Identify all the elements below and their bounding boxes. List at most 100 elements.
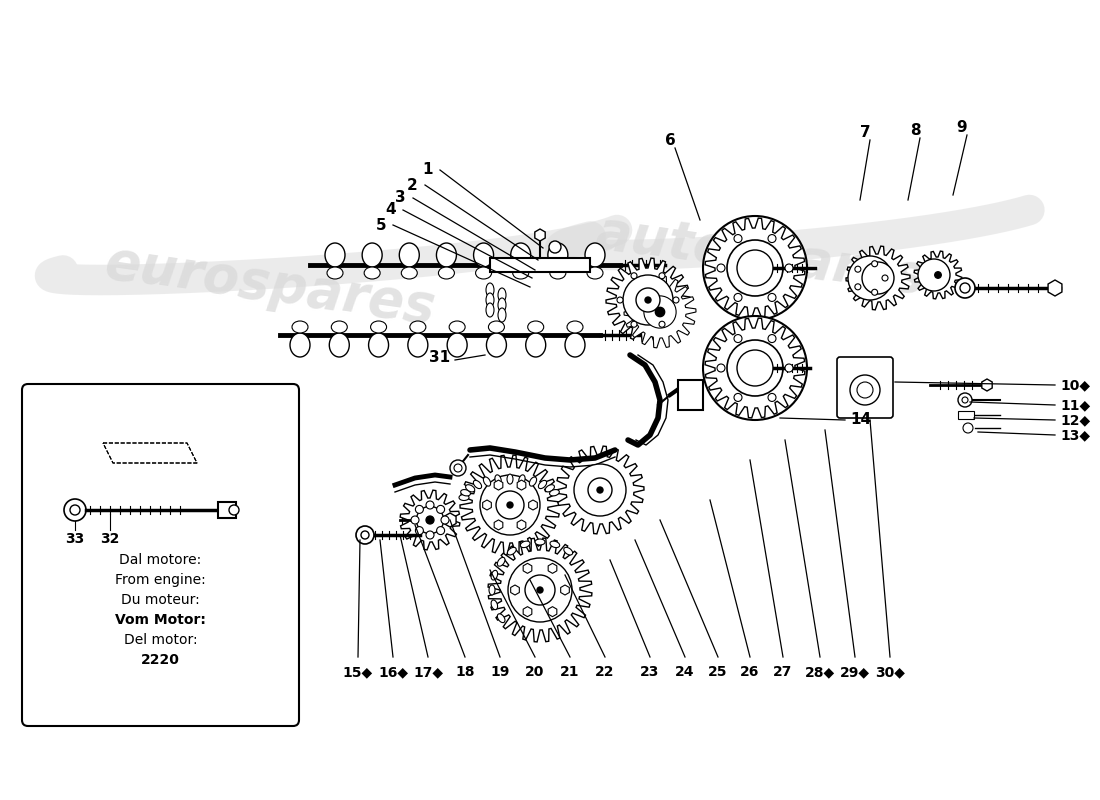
- Circle shape: [537, 587, 543, 593]
- Circle shape: [727, 340, 783, 396]
- Ellipse shape: [459, 494, 469, 501]
- Ellipse shape: [497, 614, 505, 622]
- Circle shape: [727, 240, 783, 296]
- Polygon shape: [606, 258, 690, 342]
- Circle shape: [588, 478, 612, 502]
- Circle shape: [737, 250, 773, 286]
- Ellipse shape: [490, 585, 495, 595]
- Ellipse shape: [437, 243, 456, 267]
- Circle shape: [450, 460, 466, 476]
- Text: 33: 33: [65, 532, 85, 546]
- Circle shape: [631, 273, 637, 278]
- Ellipse shape: [565, 333, 585, 357]
- Ellipse shape: [486, 303, 494, 317]
- Circle shape: [734, 394, 742, 402]
- Ellipse shape: [566, 321, 583, 333]
- Circle shape: [703, 316, 807, 420]
- Circle shape: [426, 531, 434, 539]
- FancyBboxPatch shape: [837, 357, 893, 418]
- Ellipse shape: [364, 267, 381, 279]
- Circle shape: [768, 234, 776, 242]
- Ellipse shape: [399, 243, 419, 267]
- Text: 28◆: 28◆: [805, 665, 835, 679]
- Text: 5: 5: [375, 218, 386, 233]
- Circle shape: [356, 526, 374, 544]
- Text: 14: 14: [850, 413, 871, 427]
- Circle shape: [855, 284, 861, 290]
- Ellipse shape: [483, 477, 491, 486]
- Text: 11◆: 11◆: [1060, 398, 1090, 412]
- Text: 26: 26: [740, 665, 760, 679]
- Text: 30◆: 30◆: [876, 665, 905, 679]
- Text: 2: 2: [407, 178, 418, 193]
- Ellipse shape: [495, 475, 502, 485]
- Circle shape: [734, 234, 742, 242]
- Circle shape: [416, 526, 424, 534]
- Circle shape: [873, 274, 882, 282]
- Circle shape: [416, 506, 424, 514]
- Ellipse shape: [465, 485, 475, 492]
- Circle shape: [361, 531, 368, 539]
- Ellipse shape: [498, 308, 506, 322]
- Bar: [678, 380, 703, 410]
- Circle shape: [636, 288, 660, 312]
- Circle shape: [574, 464, 626, 516]
- Text: 17◆: 17◆: [412, 665, 443, 679]
- Text: 32: 32: [100, 532, 120, 546]
- Circle shape: [644, 296, 676, 328]
- Text: From engine:: From engine:: [116, 573, 206, 587]
- Circle shape: [579, 469, 621, 511]
- Ellipse shape: [329, 333, 350, 357]
- Ellipse shape: [498, 298, 506, 312]
- Text: 1: 1: [422, 162, 433, 178]
- Ellipse shape: [587, 267, 603, 279]
- Ellipse shape: [324, 243, 345, 267]
- Circle shape: [962, 397, 968, 403]
- Ellipse shape: [368, 333, 388, 357]
- Ellipse shape: [331, 321, 348, 333]
- Circle shape: [857, 382, 873, 398]
- Circle shape: [525, 575, 556, 605]
- Circle shape: [496, 491, 524, 519]
- Circle shape: [785, 364, 793, 372]
- Text: 23: 23: [640, 665, 660, 679]
- Ellipse shape: [473, 480, 482, 489]
- Circle shape: [768, 334, 776, 342]
- Ellipse shape: [538, 480, 547, 489]
- Ellipse shape: [529, 477, 537, 486]
- Circle shape: [515, 565, 564, 614]
- Text: 13◆: 13◆: [1060, 428, 1090, 442]
- Circle shape: [855, 266, 861, 272]
- Ellipse shape: [290, 333, 310, 357]
- Polygon shape: [556, 446, 644, 534]
- Bar: [490, 258, 590, 272]
- Text: 27: 27: [773, 665, 793, 679]
- Circle shape: [617, 297, 623, 303]
- Ellipse shape: [546, 485, 554, 492]
- Polygon shape: [705, 318, 805, 418]
- Text: 21: 21: [560, 665, 580, 679]
- Circle shape: [748, 361, 762, 375]
- Circle shape: [659, 273, 666, 278]
- Ellipse shape: [520, 541, 530, 547]
- Circle shape: [507, 502, 513, 508]
- Ellipse shape: [292, 321, 308, 333]
- Circle shape: [594, 484, 606, 496]
- Circle shape: [628, 280, 668, 320]
- Circle shape: [862, 262, 894, 294]
- Circle shape: [454, 464, 462, 472]
- Text: 12◆: 12◆: [1060, 413, 1090, 427]
- Circle shape: [631, 322, 637, 327]
- Bar: [218, 502, 236, 518]
- Circle shape: [730, 343, 780, 393]
- Ellipse shape: [528, 321, 543, 333]
- Ellipse shape: [510, 243, 530, 267]
- Circle shape: [871, 290, 878, 295]
- Text: 3: 3: [395, 190, 406, 206]
- Text: 24: 24: [675, 665, 695, 679]
- Polygon shape: [103, 443, 197, 463]
- Circle shape: [441, 516, 449, 524]
- Circle shape: [411, 516, 419, 524]
- Text: autospares: autospares: [592, 206, 928, 304]
- Circle shape: [935, 272, 942, 278]
